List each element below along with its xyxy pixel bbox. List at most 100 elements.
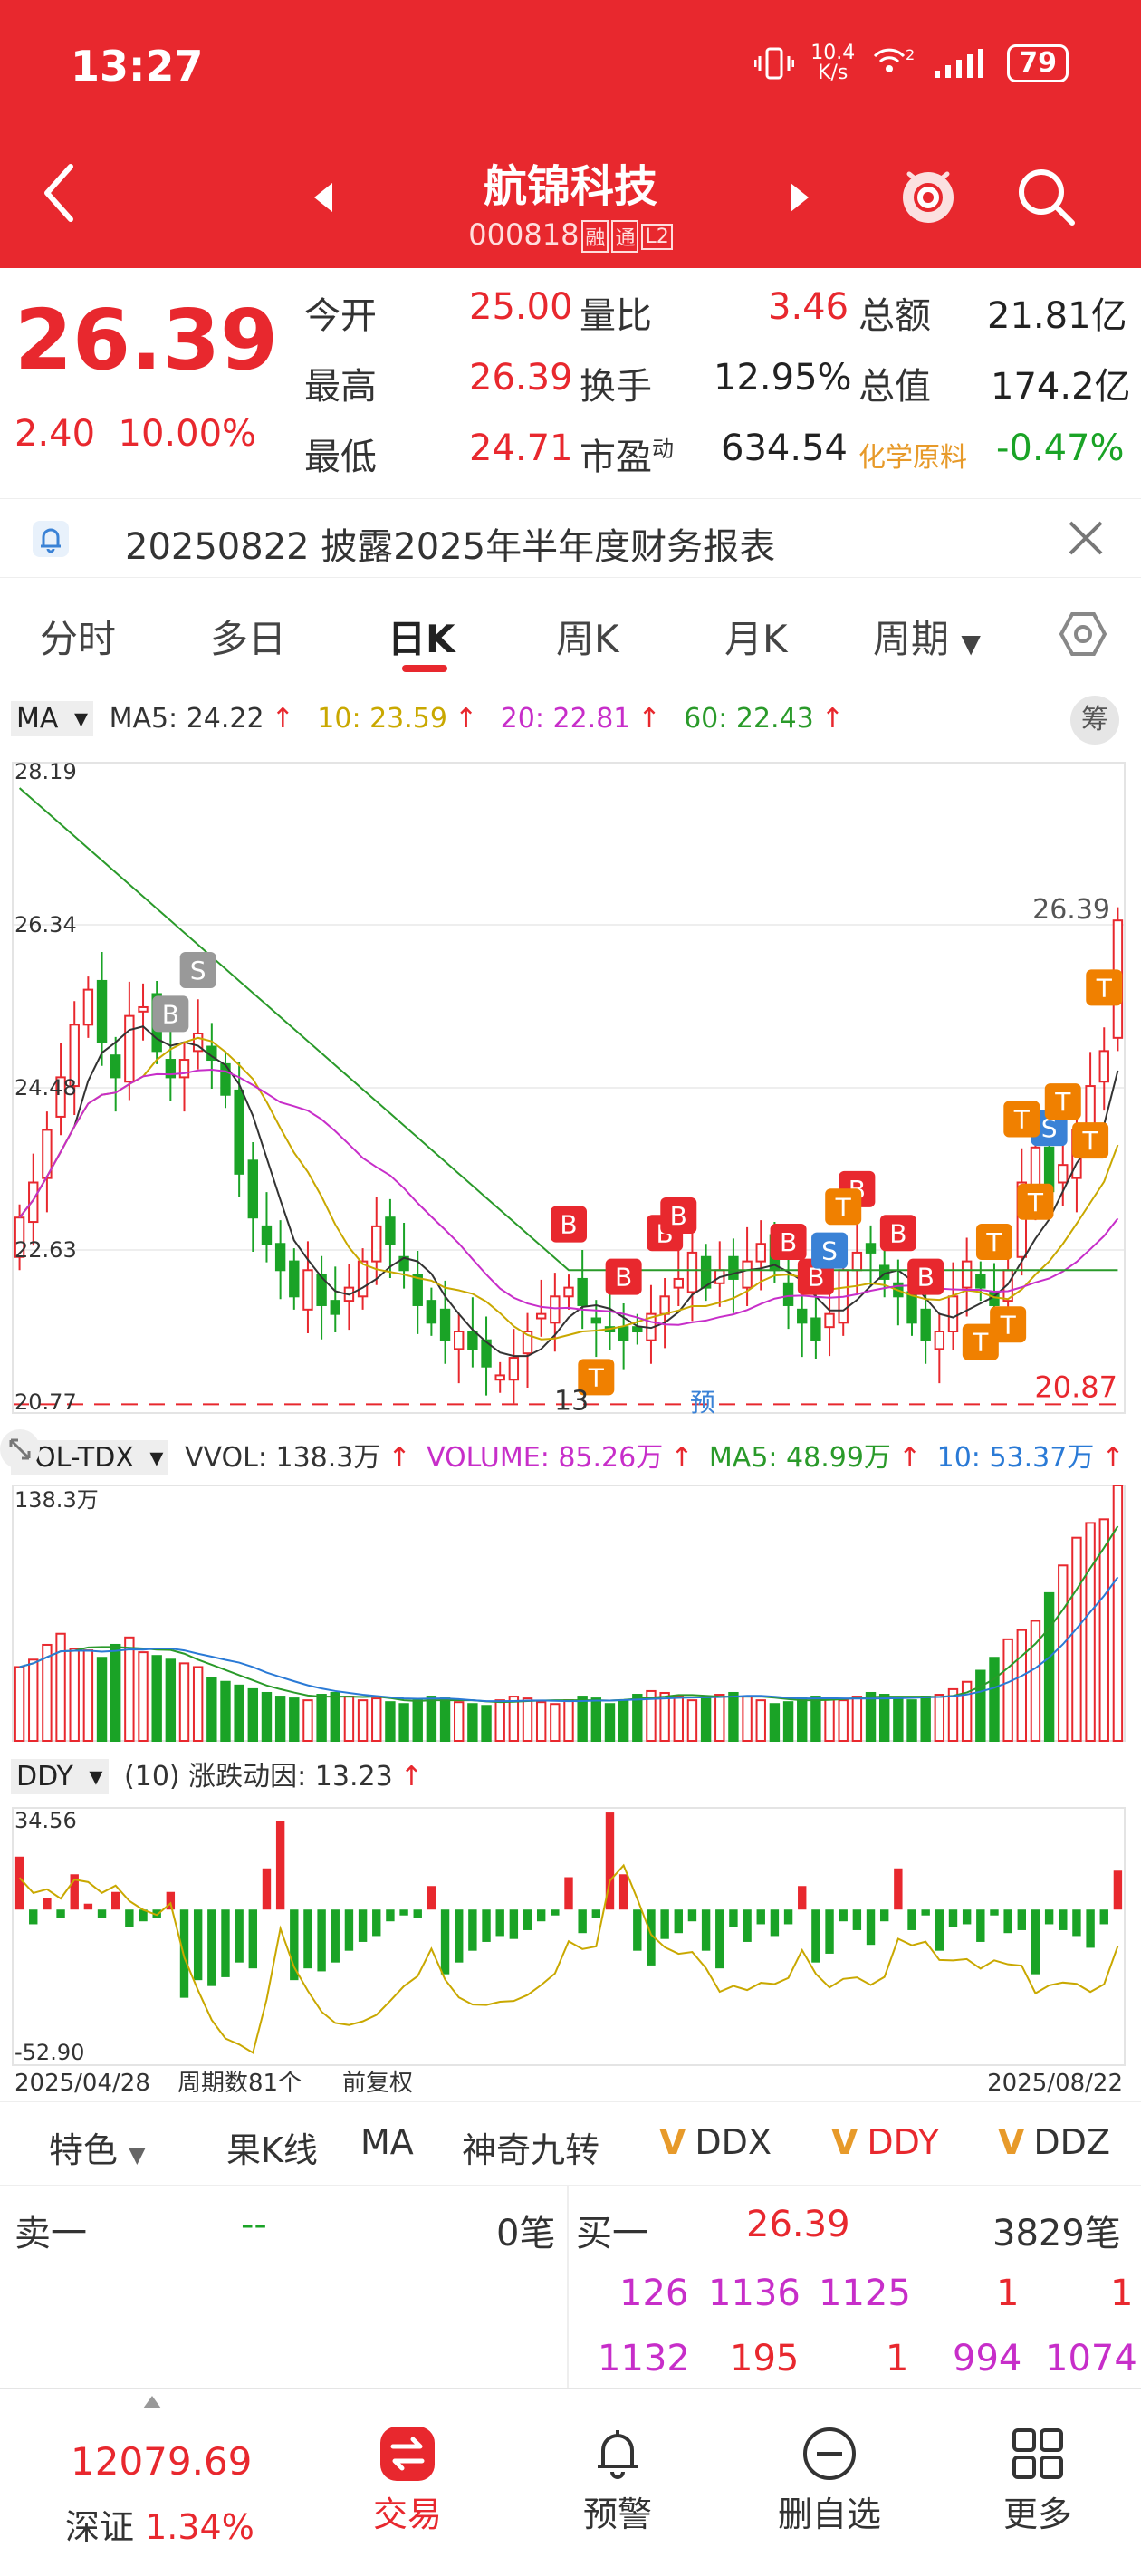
candle-body bbox=[467, 1331, 478, 1350]
sector-name[interactable]: 化学原料 bbox=[858, 442, 967, 474]
volume-bar bbox=[96, 1657, 108, 1742]
kline-axis-mid2: 24.48 bbox=[14, 1075, 77, 1101]
tab-period-dropdown[interactable]: 周期 ▼ bbox=[873, 617, 981, 661]
kline-axis-bottom: 20.77 bbox=[14, 1389, 77, 1415]
volume-bar bbox=[1112, 1485, 1124, 1742]
signal-marker-label: B bbox=[807, 1263, 824, 1293]
volume-bar bbox=[69, 1648, 80, 1743]
ddy-bar bbox=[193, 1909, 203, 1981]
tab-monthly-k[interactable]: 月K bbox=[724, 617, 788, 661]
volume-bar bbox=[1098, 1518, 1109, 1742]
signal-marker-label: B bbox=[889, 1218, 906, 1248]
settings-hex-icon[interactable] bbox=[1058, 609, 1108, 659]
ddy-bar bbox=[756, 1909, 765, 1925]
chart-area[interactable]: BSBBBBBBBBBSSTTTTTTTTTT28.1926.3424.4822… bbox=[0, 688, 1141, 2097]
search-icon[interactable] bbox=[1016, 167, 1076, 226]
ddy-bar bbox=[591, 1909, 601, 1918]
expand-up-icon[interactable] bbox=[143, 2396, 161, 2408]
signal-icon bbox=[935, 49, 984, 78]
nav-trade[interactable]: 交易 bbox=[344, 2389, 471, 2576]
volume-bar bbox=[1030, 1620, 1041, 1742]
ddy-bar bbox=[879, 1909, 889, 1922]
expand-icon[interactable] bbox=[0, 1429, 40, 1469]
candle-body bbox=[138, 1005, 149, 1013]
nav-trade-label: 交易 bbox=[372, 2494, 442, 2534]
ddy-bar bbox=[455, 1909, 464, 1963]
ind-tab-ddz[interactable]: V DDZ bbox=[998, 2122, 1110, 2162]
index-value[interactable]: 12079.69 bbox=[71, 2439, 253, 2484]
nav-delete-watch-label: 删自选 bbox=[777, 2494, 881, 2534]
turnover-label: 换手 bbox=[580, 366, 652, 408]
volume-bar bbox=[893, 1697, 904, 1742]
close-icon[interactable] bbox=[1067, 519, 1105, 557]
volume-bar bbox=[426, 1696, 437, 1742]
signal-marker-t: T bbox=[1086, 969, 1123, 1006]
index-name[interactable]: 深证 1.34% bbox=[65, 2507, 254, 2547]
ddy-bar bbox=[1003, 1909, 1012, 1934]
candle-body bbox=[577, 1277, 588, 1306]
nav-more[interactable]: 更多 bbox=[974, 2389, 1101, 2576]
volume-bar bbox=[878, 1694, 890, 1742]
next-stock-button[interactable] bbox=[789, 181, 810, 214]
candle-body bbox=[454, 1331, 465, 1350]
ind-tab-ddy[interactable]: V DDY bbox=[831, 2122, 940, 2162]
candle-body bbox=[110, 1054, 121, 1079]
volume-bar bbox=[550, 1703, 561, 1743]
vol-indicator-selector[interactable]: VOL-TDX ▾ bbox=[11, 1440, 169, 1475]
volume-bar bbox=[604, 1703, 616, 1743]
volume-bar bbox=[947, 1687, 959, 1743]
candle-body bbox=[975, 1274, 986, 1289]
volume-bar bbox=[686, 1699, 698, 1742]
ddy-bar bbox=[1059, 1909, 1068, 1930]
candle-body bbox=[82, 988, 94, 1026]
signal-marker-badge bbox=[825, 1188, 862, 1226]
book-r2-c5: 1074 bbox=[1045, 2338, 1137, 2379]
tab-daily-k[interactable]: 日K bbox=[388, 617, 455, 661]
ddy-axis-top: 34.56 bbox=[14, 1808, 77, 1833]
vol-ma10-line bbox=[19, 1576, 1119, 1703]
ddy-bar bbox=[1031, 1909, 1040, 1975]
ind-tab-ma[interactable]: MA bbox=[360, 2122, 414, 2162]
volume-bar bbox=[989, 1657, 1000, 1742]
signal-marker-label: T bbox=[588, 1362, 605, 1392]
ma-indicator-selector[interactable]: MA ▾ bbox=[11, 701, 94, 736]
nav-alert[interactable]: 预警 bbox=[554, 2389, 681, 2576]
ddy-bar bbox=[551, 1909, 560, 1916]
volume-bar bbox=[1071, 1536, 1082, 1743]
min-price-annotation: 20.87 bbox=[1034, 1370, 1117, 1404]
back-button[interactable] bbox=[40, 161, 76, 225]
ddy-bar bbox=[14, 1856, 24, 1910]
nav-delete-watch[interactable]: 删自选 bbox=[757, 2389, 902, 2576]
chip-distribution-button[interactable]: 筹 bbox=[1070, 696, 1119, 745]
ind-tab-sjjz[interactable]: 神奇九转 bbox=[462, 2130, 600, 2170]
volume-bar bbox=[124, 1636, 135, 1743]
ddy-bar bbox=[1113, 1870, 1123, 1910]
ma5-legend: MA5: 24.22 ↑ bbox=[109, 703, 294, 735]
volume-bar bbox=[316, 1694, 327, 1742]
tab-multi-day[interactable]: 多日 bbox=[210, 617, 287, 661]
signal-marker-badge bbox=[879, 1215, 916, 1252]
turnover-value: 12.95% bbox=[714, 357, 852, 399]
candle-body bbox=[810, 1317, 821, 1341]
ind-tab-ddx[interactable]: V DDX bbox=[659, 2122, 772, 2162]
kline-chart-svg[interactable]: BSBBBBBBBBBSSTTTTTTTTTT28.1926.3424.4822… bbox=[0, 688, 1141, 2097]
ddy-bar bbox=[139, 1909, 148, 1922]
status-bar-icons: 10.4 K/s 2 79 bbox=[754, 43, 1069, 83]
ind-tab-guok[interactable]: 果K线 bbox=[226, 2130, 318, 2170]
ind-tab-special[interactable]: 特色 ▼ bbox=[49, 2130, 146, 2170]
ddy-indicator-selector[interactable]: DDY ▾ bbox=[11, 1759, 109, 1794]
vol-legend: VOL-TDX ▾ VVOL: 138.3万 ↑ VOLUME: 85.26万 ↑ … bbox=[11, 1435, 1131, 1475]
prev-stock-button[interactable] bbox=[312, 181, 334, 214]
tab-weekly-k[interactable]: 周K bbox=[556, 617, 619, 661]
announcement-bar[interactable]: 20250822 披露2025年半年度财务报表 bbox=[0, 498, 1141, 578]
candle-body bbox=[535, 1312, 547, 1320]
signal-marker-t: T bbox=[825, 1188, 862, 1226]
candle-body bbox=[96, 979, 108, 1043]
volume-bar bbox=[1002, 1638, 1013, 1743]
tab-intraday[interactable]: 分时 bbox=[40, 617, 117, 661]
robot-assistant-icon[interactable] bbox=[896, 159, 960, 228]
volume-bar bbox=[742, 1696, 753, 1742]
adjust-mode-label: 前复权 bbox=[342, 2070, 413, 2097]
vol-axis-top: 138.3万 bbox=[14, 1487, 99, 1513]
signal-marker-badge bbox=[962, 1323, 999, 1360]
